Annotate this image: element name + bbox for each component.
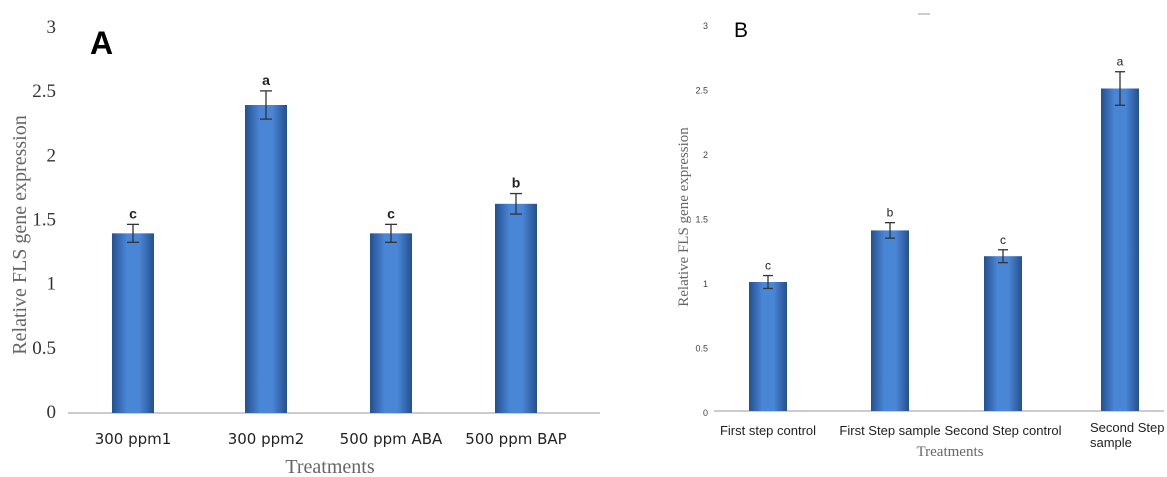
bar <box>370 233 412 413</box>
x-axis-title-b: Treatments <box>917 444 984 460</box>
significance-letter: c <box>129 205 137 221</box>
significance-letter: c <box>1000 233 1006 247</box>
x-tick-label-line: Second Step <box>1090 420 1164 435</box>
x-tick-label-line: sample <box>1090 435 1132 450</box>
significance-letter: c <box>765 259 771 273</box>
y-tick-label: 3 <box>47 17 57 38</box>
bar <box>984 256 1022 411</box>
y-tick-label: 1.5 <box>695 215 708 225</box>
y-tick-label: 0.5 <box>695 344 708 354</box>
y-tick-label: 2 <box>47 145 57 166</box>
y-tick-label: 2.5 <box>32 81 56 102</box>
bar <box>245 105 287 413</box>
bar <box>871 230 909 411</box>
y-axis-title-a: Relative FLS gene expression <box>9 115 31 354</box>
y-ticks-b: 0 0.5 1 1.5 2 2.5 3 <box>695 21 708 418</box>
x-tick-label: 300 ppm2 <box>228 430 305 448</box>
significance-letter: b <box>887 206 894 220</box>
y-tick-label: 0 <box>703 408 708 418</box>
bars-a: c a c b <box>112 72 537 413</box>
y-tick-label: 0 <box>47 402 57 423</box>
x-tick-labels-a: 300 ppm1 300 ppm2 500 ppm ABA 500 ppm BAP <box>95 430 567 448</box>
bar <box>1101 88 1139 411</box>
y-tick-label: 2.5 <box>695 86 708 96</box>
significance-letter: b <box>512 175 521 191</box>
bar <box>112 233 154 413</box>
x-tick-label: First Step sample <box>839 423 940 438</box>
x-tick-label: Second Step control <box>944 423 1061 438</box>
significance-letter: c <box>387 205 395 221</box>
significance-letter: a <box>262 72 270 88</box>
chart-panel-b: B Relative FLS gene expression Treatment… <box>676 13 1165 460</box>
y-ticks-a: 0 0.5 1 1.5 2 2.5 3 <box>32 17 56 423</box>
x-tick-label: Second Step sample <box>1090 420 1164 450</box>
y-tick-label: 1.5 <box>32 210 56 231</box>
y-tick-label: 0.5 <box>32 338 56 359</box>
y-tick-label: 1 <box>47 274 57 295</box>
y-tick-label: 3 <box>703 21 708 31</box>
panel-label-b: B <box>734 19 748 42</box>
significance-letter: a <box>1117 55 1124 69</box>
x-axis-title-a: Treatments <box>285 456 374 477</box>
x-tick-label: 300 ppm1 <box>95 430 172 448</box>
y-axis-title-b: Relative FLS gene expression <box>676 127 692 307</box>
x-tick-label: First step control <box>720 423 816 438</box>
x-tick-label: 500 ppm BAP <box>465 430 566 448</box>
x-tick-label: 500 ppm ABA <box>340 430 443 448</box>
chart-panel-a: A Relative FLS gene expression Treatment… <box>9 17 600 477</box>
bar <box>749 282 787 411</box>
y-tick-label: 1 <box>703 279 708 289</box>
bar <box>495 203 537 413</box>
panel-label-a: A <box>90 25 113 61</box>
y-tick-label: 2 <box>703 150 708 160</box>
bars-b: c b c a <box>749 55 1139 411</box>
x-tick-labels-b: First step control First Step sample Secon… <box>720 420 1165 450</box>
